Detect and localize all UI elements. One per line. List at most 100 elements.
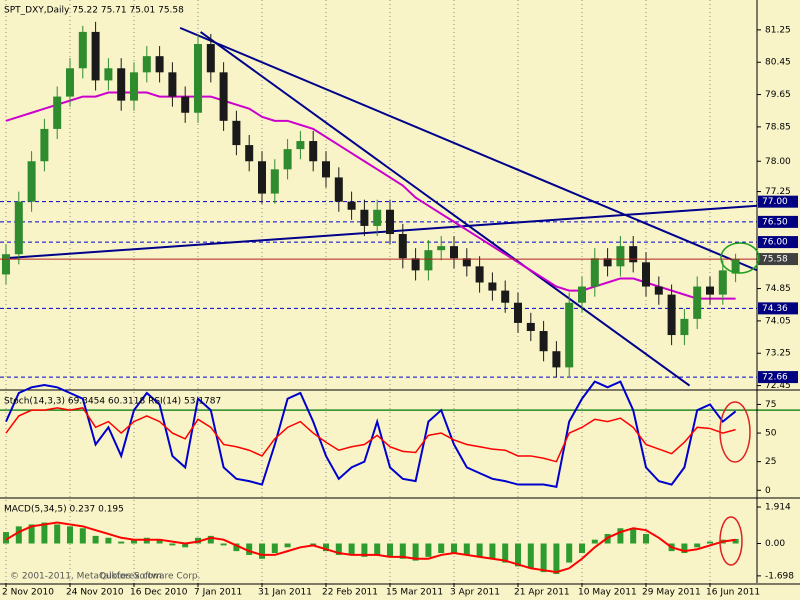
- candle-body: [718, 270, 727, 295]
- candle-body: [232, 120, 241, 146]
- histogram-bar: [3, 532, 9, 544]
- y-tick-label: -1.698: [765, 571, 794, 581]
- candle-body: [40, 128, 49, 162]
- candle-body: [693, 286, 702, 319]
- histogram-bar: [284, 543, 291, 548]
- candle-body: [66, 68, 74, 97]
- histogram-bar: [15, 526, 22, 544]
- candle-body: [514, 302, 522, 323]
- histogram-bar: [540, 543, 547, 573]
- histogram-bar: [630, 528, 637, 544]
- level-label-box: [758, 195, 798, 208]
- candle-body: [296, 141, 305, 150]
- histogram-bar: [527, 543, 534, 569]
- x-tick-label: 31 Jan 2011: [258, 588, 312, 598]
- level-label: 74.36: [762, 304, 788, 314]
- candle-body: [78, 31, 87, 69]
- histogram-bar: [643, 533, 649, 544]
- x-tick-label: 15 Mar 2011: [386, 588, 443, 598]
- x-tick-label: 3 Apr 2011: [450, 588, 500, 598]
- histogram-bar: [425, 543, 432, 557]
- histogram-bar: [79, 528, 86, 544]
- y-tick-label: 78.85: [765, 122, 791, 132]
- x-tick-label: 10 May 2011: [578, 588, 637, 598]
- signal-line: [5, 521, 736, 574]
- candle-body: [654, 286, 663, 295]
- histogram-bar: [131, 539, 137, 544]
- histogram-bar: [463, 543, 470, 555]
- annotation-circle: [720, 242, 760, 274]
- histogram-bar: [169, 543, 176, 546]
- candle-body: [475, 266, 484, 283]
- histogram-bar: [412, 543, 419, 561]
- candle-body: [603, 258, 612, 267]
- candle-body: [565, 302, 574, 368]
- candle-body: [206, 44, 215, 73]
- histogram-bar: [233, 543, 240, 552]
- plot-background: [0, 0, 757, 600]
- histogram-bar: [361, 543, 368, 557]
- candle-body: [270, 169, 279, 194]
- candle-body: [526, 322, 535, 332]
- candle-body: [501, 290, 510, 303]
- candle-body: [424, 250, 433, 271]
- candle-body: [347, 201, 356, 210]
- watermark: talkforex.com: [100, 572, 162, 582]
- histogram-bar: [28, 524, 35, 544]
- candle-body: [488, 282, 497, 291]
- candle-body: [142, 56, 151, 73]
- histogram-bar: [207, 535, 214, 544]
- candle-body: [283, 149, 292, 170]
- histogram-bar: [591, 539, 598, 544]
- y-tick-label: 1.914: [765, 503, 791, 513]
- x-tick-label: 16 Jun 2011: [706, 588, 760, 598]
- x-tick-label: 21 Apr 2011: [514, 588, 570, 598]
- x-tick-label: 7 Jan 2011: [194, 588, 242, 598]
- candle-body: [398, 234, 407, 259]
- y-tick-label: 77.25: [765, 187, 791, 197]
- level-label-box: [758, 236, 798, 249]
- panel-title: Stoch(14,3,3) 69.3454 60.3118 RSI(14) 53…: [4, 397, 221, 407]
- histogram-bar: [489, 543, 496, 559]
- annotation-circle: [719, 516, 743, 566]
- candle-body: [181, 96, 190, 113]
- candle-body: [706, 286, 714, 295]
- histogram-bar: [348, 543, 355, 555]
- trendline: [4, 204, 758, 260]
- last-price-box: [758, 253, 798, 266]
- candle-body: [155, 56, 164, 73]
- level-label: 72.66: [762, 373, 788, 383]
- histogram-bar: [399, 543, 406, 559]
- y-tick-label: 72.45: [765, 381, 791, 391]
- histogram-bar: [156, 539, 163, 544]
- y-tick-label: 25: [765, 457, 776, 467]
- last-price-label: 75.58: [762, 255, 788, 265]
- trendline: [179, 26, 758, 272]
- candle-body: [642, 262, 650, 287]
- candle-body: [373, 209, 382, 226]
- x-tick-label: 29 May 2011: [642, 588, 701, 598]
- candle-body: [309, 141, 318, 162]
- histogram-bar: [246, 543, 253, 555]
- x-tick-label: 22 Feb 2011: [322, 588, 378, 598]
- histogram-bar: [271, 543, 278, 554]
- histogram-bar: [579, 543, 585, 554]
- histogram-bar: [182, 543, 189, 548]
- candle-body: [616, 246, 625, 267]
- histogram-bar: [707, 541, 713, 544]
- histogram-bar: [451, 543, 457, 554]
- histogram-bar: [476, 543, 483, 557]
- histogram-bar: [323, 543, 329, 552]
- x-tick-label: 24 Nov 2010: [66, 588, 124, 598]
- candle-body: [2, 254, 10, 275]
- candle-body: [194, 44, 202, 113]
- candle-body: [437, 246, 446, 251]
- watermark: © 2001-2011, MetaQuotes Software Corp.: [10, 572, 201, 582]
- x-tick-label: 16 Dec 2010: [130, 588, 188, 598]
- trendline: [199, 31, 691, 387]
- candle-body: [117, 68, 126, 101]
- candle-body: [27, 161, 36, 202]
- y-tick-label: 81.25: [765, 25, 791, 35]
- indicator-line: [5, 380, 737, 489]
- candle-body: [667, 294, 676, 336]
